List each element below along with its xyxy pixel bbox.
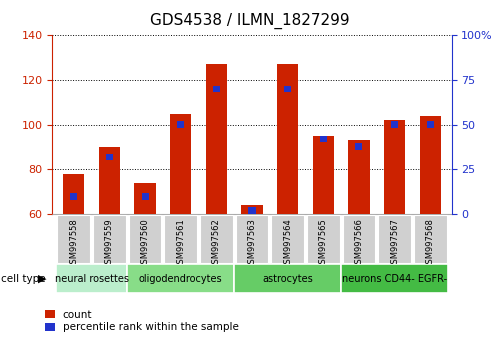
Bar xyxy=(312,136,334,214)
Text: GSM997566: GSM997566 xyxy=(354,218,363,269)
FancyBboxPatch shape xyxy=(57,215,90,263)
FancyBboxPatch shape xyxy=(127,264,234,293)
Text: oligodendrocytes: oligodendrocytes xyxy=(139,274,223,284)
Text: cell type: cell type xyxy=(1,274,45,284)
Text: GDS4538 / ILMN_1827299: GDS4538 / ILMN_1827299 xyxy=(150,12,349,29)
Bar xyxy=(284,86,291,92)
Bar xyxy=(106,154,113,160)
FancyBboxPatch shape xyxy=(378,215,411,263)
FancyBboxPatch shape xyxy=(343,215,375,263)
Bar xyxy=(70,193,77,200)
FancyBboxPatch shape xyxy=(234,264,341,293)
Bar xyxy=(206,64,227,214)
Text: GSM997565: GSM997565 xyxy=(319,218,328,269)
Bar xyxy=(427,121,434,128)
Bar xyxy=(170,114,192,214)
FancyBboxPatch shape xyxy=(341,264,448,293)
FancyBboxPatch shape xyxy=(307,215,340,263)
Bar xyxy=(213,86,220,92)
Bar xyxy=(177,121,184,128)
Bar xyxy=(391,121,398,128)
Bar xyxy=(249,207,255,214)
Text: GSM997564: GSM997564 xyxy=(283,218,292,269)
Text: GSM997559: GSM997559 xyxy=(105,218,114,269)
FancyBboxPatch shape xyxy=(56,264,127,293)
Text: GSM997558: GSM997558 xyxy=(69,218,78,269)
Text: GSM997567: GSM997567 xyxy=(390,218,399,269)
FancyBboxPatch shape xyxy=(200,215,233,263)
Bar xyxy=(99,147,120,214)
Bar xyxy=(348,141,370,214)
Text: GSM997563: GSM997563 xyxy=(248,218,256,269)
Bar xyxy=(384,120,405,214)
Legend: count, percentile rank within the sample: count, percentile rank within the sample xyxy=(45,310,239,332)
FancyBboxPatch shape xyxy=(129,215,161,263)
Bar xyxy=(420,116,441,214)
Bar xyxy=(320,136,327,142)
Bar xyxy=(142,193,149,200)
Text: ▶: ▶ xyxy=(38,274,46,284)
FancyBboxPatch shape xyxy=(236,215,268,263)
FancyBboxPatch shape xyxy=(414,215,447,263)
Text: GSM997560: GSM997560 xyxy=(141,218,150,269)
FancyBboxPatch shape xyxy=(271,215,304,263)
Text: neural rosettes: neural rosettes xyxy=(54,274,129,284)
Bar xyxy=(355,143,362,150)
Text: neurons CD44- EGFR-: neurons CD44- EGFR- xyxy=(342,274,447,284)
Text: GSM997568: GSM997568 xyxy=(426,218,435,269)
Bar xyxy=(134,183,156,214)
Text: GSM997562: GSM997562 xyxy=(212,218,221,269)
Bar xyxy=(63,174,84,214)
Bar xyxy=(242,205,262,214)
Text: GSM997561: GSM997561 xyxy=(176,218,185,269)
Text: astrocytes: astrocytes xyxy=(262,274,313,284)
FancyBboxPatch shape xyxy=(164,215,197,263)
FancyBboxPatch shape xyxy=(93,215,126,263)
Bar xyxy=(277,64,298,214)
